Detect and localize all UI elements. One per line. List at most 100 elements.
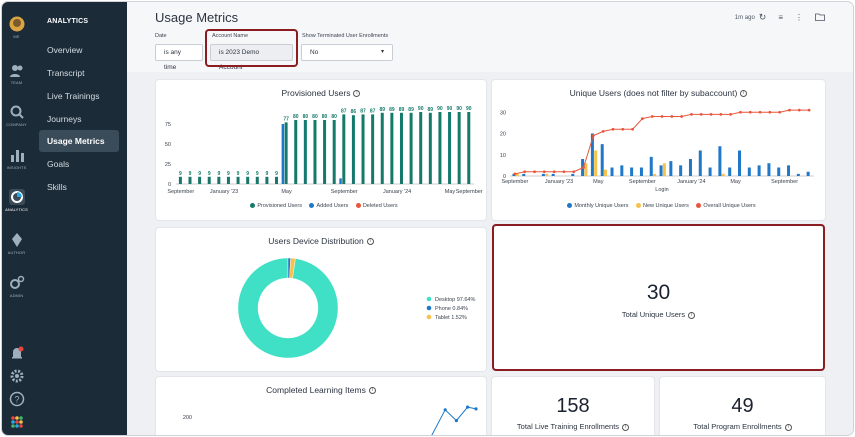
rail-item-analytics[interactable]: ANALYTICS — [2, 189, 31, 212]
overall-unique-point — [562, 170, 566, 174]
rail-item-me[interactable]: ME — [2, 16, 31, 39]
settings-button[interactable] — [2, 368, 31, 384]
refresh-icon[interactable]: ↻ — [758, 12, 767, 22]
total-unique-users-label-text: Total Unique Users — [621, 310, 686, 319]
overall-unique-point — [601, 129, 605, 133]
overall-unique-point — [670, 115, 674, 118]
monthly-unique-bar — [757, 165, 761, 176]
provisioned-data-label: 9 — [198, 171, 201, 177]
nav-item-usage-metrics[interactable]: Usage Metrics — [39, 130, 119, 152]
deleted-data-label: 0 — [352, 178, 355, 183]
legend-new: New Unique Users — [642, 203, 689, 209]
provisioned-data-label: 9 — [208, 171, 211, 177]
monthly-unique-bar — [728, 167, 732, 176]
completed-items-card: Completed Learning Items i 200 — [156, 377, 486, 435]
rail-item-author[interactable]: AUTHOR — [2, 232, 31, 255]
provisioned-users-bar — [226, 176, 230, 184]
nav-item-goals[interactable]: Goals — [47, 159, 70, 169]
overall-unique-point — [768, 110, 772, 114]
deleted-data-label: 0 — [439, 178, 442, 183]
more-icon[interactable]: ⋮ — [795, 13, 803, 22]
program-enrollments-label: Total Program Enrollments i — [660, 422, 825, 431]
overall-unique-point — [591, 134, 595, 138]
x-tick-label: May — [281, 189, 292, 195]
deleted-data-label: 0 — [314, 178, 317, 183]
overall-unique-point — [640, 117, 644, 121]
provisioned-users-bar — [284, 122, 288, 184]
rail-item-company[interactable]: COMPANY — [2, 104, 31, 127]
terminated-filter[interactable]: No ▾ — [301, 44, 393, 61]
apps-button[interactable] — [2, 414, 31, 430]
deleted-data-label: 0 — [391, 178, 394, 183]
monthly-unique-bar — [659, 165, 663, 176]
provisioned-data-label: 90 — [447, 106, 453, 112]
notifications-button[interactable] — [2, 345, 31, 361]
x-tick-label: January '24 — [383, 189, 411, 195]
overall-unique-point — [788, 108, 791, 112]
y-tick-label: 0 — [503, 174, 506, 180]
info-icon[interactable]: i — [688, 311, 696, 319]
provisioned-users-bar — [217, 176, 221, 184]
team-icon — [9, 65, 22, 77]
analytics-icon — [8, 189, 25, 205]
account-filter-highlight — [205, 29, 298, 67]
legend-added: Added Users — [316, 203, 349, 209]
monthly-unique-bar — [796, 173, 800, 176]
date-filter[interactable]: is any time — [155, 44, 203, 71]
monthly-unique-bar — [777, 167, 781, 176]
deleted-data-label: 0 — [266, 178, 269, 183]
device-donut-chart: Desktop 97.64% Phone 0.84% Tablet 1.52% — [237, 257, 475, 359]
nav-item-live-trainings[interactable]: Live Trainings — [47, 91, 100, 101]
x-tick-label: May — [730, 179, 741, 185]
monthly-unique-bar — [649, 156, 653, 176]
overall-unique-point — [533, 170, 536, 174]
x-tick-label: September — [501, 179, 528, 185]
info-icon[interactable]: i — [353, 90, 361, 98]
new-unique-bar — [584, 163, 588, 176]
refresh-time: 1m ago — [734, 14, 755, 21]
rail-item-team[interactable]: TEAM — [2, 62, 31, 85]
company-icon — [10, 105, 24, 119]
nav-item-journeys[interactable]: Journeys — [47, 114, 82, 124]
provisioned-users-bar — [419, 112, 423, 184]
x-tick-label: January '24 — [677, 179, 705, 185]
provisioned-users-bar — [255, 176, 259, 184]
x-tick-label: September — [167, 189, 194, 195]
deleted-data-label: 0 — [343, 178, 346, 183]
info-icon[interactable]: i — [366, 238, 374, 246]
monthly-unique-bar — [620, 165, 624, 176]
deleted-data-label: 0 — [189, 178, 192, 183]
x-tick-label: September — [629, 179, 656, 185]
filter-icon[interactable]: ≡ — [778, 13, 783, 22]
rail-item-admin[interactable]: ADMIN — [2, 275, 31, 298]
account-filter[interactable]: is 2023 Demo Account — [210, 44, 293, 71]
deleted-data-label: 0 — [372, 178, 375, 183]
deleted-data-label: 0 — [362, 178, 365, 183]
overall-unique-point — [513, 172, 517, 176]
overall-unique-point — [660, 115, 664, 118]
nav-item-skills[interactable]: Skills — [47, 182, 67, 192]
provisioned-users-bar — [428, 112, 432, 184]
folder-icon[interactable] — [815, 13, 825, 23]
completed-items-line — [431, 406, 477, 435]
x-tick-label: September — [771, 179, 798, 185]
rail-item-insights[interactable]: INSIGHTS — [2, 147, 31, 170]
nav-item-transcript[interactable]: Transcript — [47, 68, 85, 78]
nav-item-overview[interactable]: Overview — [47, 45, 83, 55]
monthly-unique-bar — [551, 173, 555, 176]
provisioned-data-label: 87 — [370, 108, 376, 114]
overall-unique-point — [542, 170, 546, 174]
rail-label-admin: ADMIN — [9, 293, 24, 298]
provisioned-data-label: 9 — [237, 171, 240, 177]
info-icon[interactable]: i — [368, 387, 376, 395]
help-button[interactable]: ? — [2, 391, 31, 407]
help-icon: ? — [9, 391, 24, 407]
y-tick-label: 10 — [500, 153, 506, 159]
completed-items-point — [474, 407, 478, 411]
deleted-data-label: 0 — [275, 178, 278, 183]
info-icon[interactable]: i — [622, 423, 630, 431]
total-unique-users-label: Total Unique Users i — [494, 310, 823, 319]
info-icon[interactable]: i — [784, 423, 792, 431]
info-icon[interactable]: i — [740, 90, 748, 98]
monthly-unique-bar — [718, 146, 722, 176]
